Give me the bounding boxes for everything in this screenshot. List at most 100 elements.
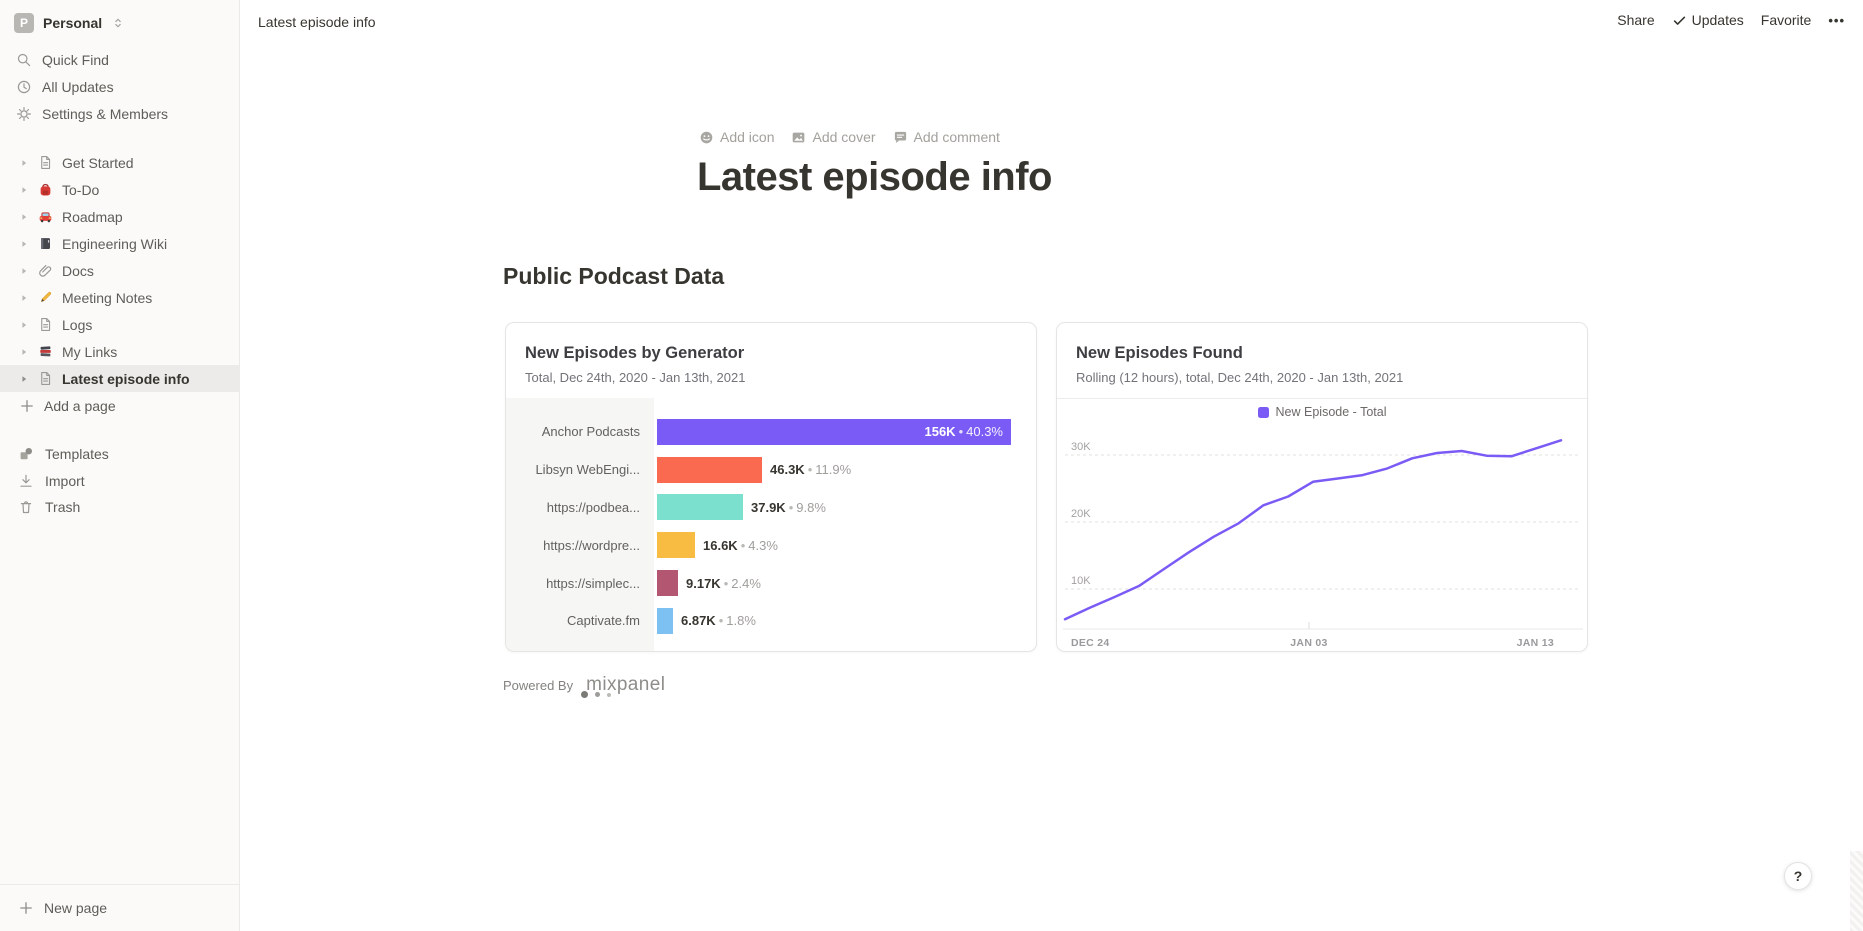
new-page-button[interactable]: New page: [0, 884, 240, 931]
comment-icon: [894, 131, 906, 143]
bar-chart: Anchor Podcasts 156K • 40.3% Libsyn WebEngi.…: [506, 398, 1036, 651]
car-icon: [39, 212, 51, 223]
chevron-right-icon[interactable]: [19, 185, 29, 195]
chevron-right-icon[interactable]: [19, 293, 29, 303]
sidebar-page-label: Get Started: [62, 154, 134, 171]
bar-chart-card: New Episodes by Generator Total, Dec 24t…: [505, 322, 1037, 652]
bar-chart-subtitle: Total, Dec 24th, 2020 - Jan 13th, 2021: [525, 370, 746, 385]
trash-icon: [20, 500, 32, 513]
bar-label-column-background: [506, 398, 654, 651]
bar-category-label: Captivate.fm: [567, 613, 640, 629]
bar-chart-title: New Episodes by Generator: [525, 344, 745, 362]
page-title: Latest episode info: [697, 155, 1053, 199]
gear-icon: [17, 106, 31, 121]
paperclip-icon: [38, 264, 51, 277]
add-cover-label: Add cover: [812, 129, 876, 145]
chevron-updown-icon: [115, 18, 121, 28]
sidebar-page-meeting-notes[interactable]: Meeting Notes: [0, 284, 240, 311]
sidebar-page-to-do[interactable]: To-Do: [0, 176, 240, 203]
y-tick-label: 20K: [1071, 508, 1091, 520]
x-tick-label: DEC 24: [1071, 637, 1110, 649]
sidebar-item-trash[interactable]: Trash: [0, 493, 240, 520]
bar-value-label: 156K • 40.3%: [924, 424, 1003, 440]
sidebar: P Personal Quick Find All Updates Settin…: [0, 0, 240, 931]
pencil-icon: [40, 291, 51, 303]
sidebar-item-templates[interactable]: Templates: [0, 440, 240, 467]
bar-value-label: 46.3K • 11.9%: [770, 462, 852, 478]
workspace-name: Personal: [43, 15, 103, 31]
chevron-right-icon[interactable]: [19, 266, 29, 276]
sidebar-item-label: Quick Find: [42, 51, 109, 68]
carousel-dot[interactable]: [595, 692, 600, 697]
chevron-right-icon[interactable]: [19, 320, 29, 330]
add-icon-button[interactable]: Add icon: [699, 129, 774, 145]
workspace-switcher[interactable]: P Personal: [0, 8, 240, 38]
chevron-right-icon[interactable]: [19, 158, 29, 168]
line-plot: 10K 20K 30K DEC 24 JAN 03 JAN 13: [1063, 439, 1583, 649]
breadcrumb[interactable]: Latest episode info: [258, 14, 376, 30]
add-comment-label: Add comment: [913, 129, 1000, 145]
add-icon-label: Add icon: [720, 129, 775, 145]
bar-segment: [657, 456, 762, 483]
sidebar-item-label: All Updates: [42, 78, 114, 95]
sidebar-page-label: Docs: [62, 262, 94, 279]
bar-category-label: https://podbea...: [546, 499, 640, 515]
import-icon: [20, 474, 32, 487]
plus-icon: [21, 399, 33, 412]
chevron-right-icon[interactable]: [19, 212, 29, 222]
share-button[interactable]: Share: [1617, 12, 1655, 28]
page-icon: [40, 156, 50, 169]
help-button[interactable]: ?: [1784, 862, 1812, 890]
sidebar-page-engineering-wiki[interactable]: Engineering Wiki: [0, 230, 240, 257]
chart-legend: New Episode - Total: [1057, 405, 1587, 419]
bar-category-label: Libsyn WebEngi...: [535, 462, 640, 478]
mixpanel-logo[interactable]: mixpanel: [586, 674, 666, 695]
sidebar-page-roadmap[interactable]: Roadmap: [0, 203, 240, 230]
chevron-right-icon[interactable]: [19, 374, 29, 384]
plus-icon: [20, 902, 32, 914]
add-a-page-button[interactable]: Add a page: [0, 392, 240, 419]
sidebar-page-latest-episode-info[interactable]: Latest episode info: [0, 365, 240, 392]
sidebar-item-quick-find[interactable]: Quick Find: [0, 46, 240, 73]
card-divider: [1057, 398, 1587, 399]
sidebar-item-import[interactable]: Import: [0, 467, 240, 494]
page-action-row: Add icon Add cover Add comment: [699, 129, 1000, 145]
bar-value-label: 6.87K • 1.8%: [681, 613, 756, 629]
search-icon: [17, 53, 31, 66]
add-a-page-label: Add a page: [44, 397, 116, 414]
more-options-button[interactable]: •••: [1828, 12, 1845, 28]
sidebar-item-settings-members[interactable]: Settings & Members: [0, 100, 240, 127]
workspace-avatar: P: [14, 13, 34, 33]
page-icon: [40, 318, 50, 331]
powered-by-label: Powered By: [503, 678, 574, 693]
bar-category-label: https://simplec...: [546, 575, 640, 591]
emoji-face-icon: [700, 131, 713, 143]
sidebar-page-label: Meeting Notes: [62, 289, 153, 306]
line-chart-card: New Episodes Found Rolling (12 hours), t…: [1056, 322, 1588, 652]
section-heading: Public Podcast Data: [503, 263, 725, 289]
add-cover-button[interactable]: Add cover: [791, 129, 876, 145]
updates-button[interactable]: Updates: [1672, 12, 1744, 28]
sidebar-item-all-updates[interactable]: All Updates: [0, 73, 240, 100]
x-tick-label: JAN 03: [1290, 637, 1327, 649]
bar-segment: [657, 570, 678, 597]
embed-footer: Powered By mixpanel: [503, 674, 665, 696]
carousel-dot-active[interactable]: [581, 691, 588, 698]
chevron-right-icon[interactable]: [19, 239, 29, 249]
bar-row: Anchor Podcasts 156K • 40.3%: [506, 413, 1036, 451]
bar-rows: Anchor Podcasts 156K • 40.3% Libsyn WebEngi.…: [506, 413, 1036, 640]
sidebar-page-logs[interactable]: Logs: [0, 311, 240, 338]
sidebar-page-get-started[interactable]: Get Started: [0, 149, 240, 176]
sidebar-page-my-links[interactable]: My Links: [0, 338, 240, 365]
add-comment-button[interactable]: Add comment: [893, 129, 1000, 145]
y-tick-label: 30K: [1071, 441, 1091, 453]
sidebar-page-docs[interactable]: Docs: [0, 257, 240, 284]
favorite-button[interactable]: Favorite: [1760, 12, 1812, 28]
bar-row: https://wordpre... 16.6K • 4.3%: [506, 526, 1036, 564]
sidebar-item-label: Trash: [45, 498, 81, 515]
sidebar-page-label: Logs: [62, 316, 93, 333]
sidebar-page-label: Roadmap: [62, 208, 123, 225]
carousel-dot[interactable]: [607, 692, 611, 697]
window-edge-artifact: [1850, 851, 1863, 931]
chevron-right-icon[interactable]: [19, 347, 29, 357]
